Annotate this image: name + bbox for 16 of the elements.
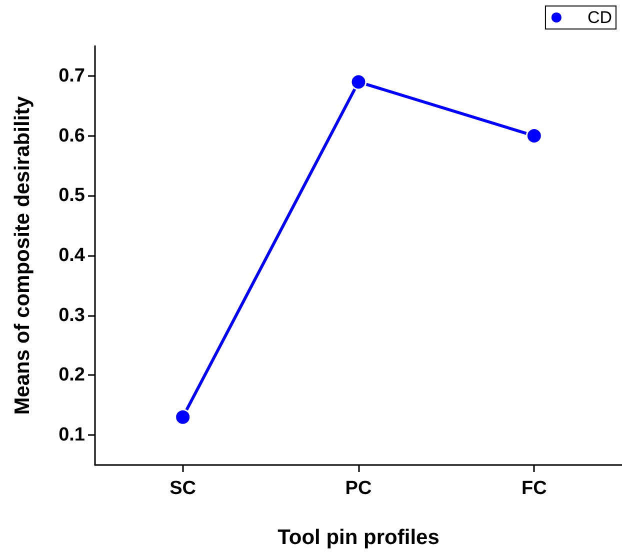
point (350, 74, 367, 90)
y-tick-label: 0.1 (58, 424, 86, 446)
y-axis-title: Means of composite desirability (11, 96, 34, 415)
x-tick-label: SC (170, 478, 196, 499)
y-tick-label: 0.7 (58, 65, 85, 86)
legend-label: CD (587, 8, 612, 27)
y-tick-label: 0.2 (58, 364, 85, 386)
y-tick-label: 0.3 (58, 304, 85, 326)
point (174, 408, 192, 426)
y-tick-label: 0.5 (58, 185, 86, 206)
x-tick-label: FC (522, 478, 548, 499)
y-tick-label: 0.6 (58, 125, 85, 146)
x-axis-title: Tool pin profiles (278, 526, 440, 549)
y-tick-label: 0.4 (58, 245, 86, 266)
x-tick-label: PC (345, 478, 372, 499)
point (526, 128, 542, 144)
